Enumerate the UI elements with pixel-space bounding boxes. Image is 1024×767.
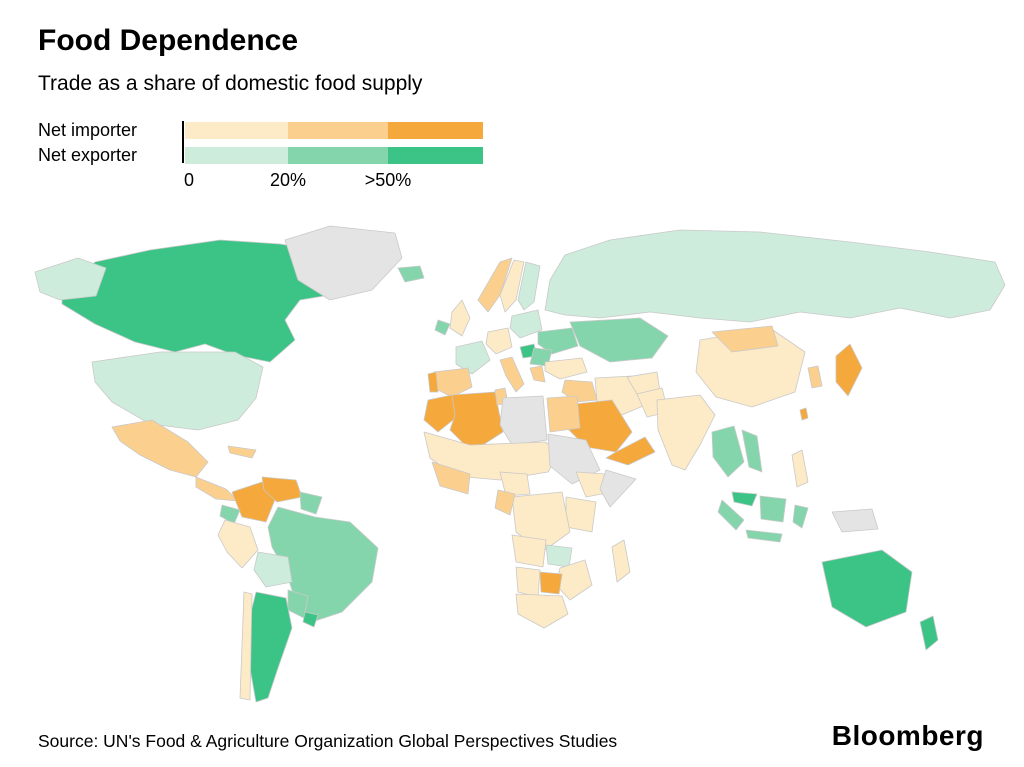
- region-kazakhstan: [569, 317, 669, 363]
- region-ukraine: [537, 327, 579, 355]
- legend-row-exporter: Net exporter: [38, 144, 498, 166]
- region-malaysia: [731, 491, 758, 507]
- legend-bar-exporter: [185, 146, 483, 164]
- world-map: [0, 215, 1024, 735]
- region-madagascar: [611, 539, 631, 583]
- region-mongolia: [711, 325, 779, 353]
- region-libya: [499, 395, 548, 446]
- region-spain: [433, 367, 473, 398]
- region-sumatra: [717, 499, 745, 531]
- region-alaska: [34, 257, 107, 301]
- exporter-light-swatch: [185, 146, 288, 164]
- region-cuba: [227, 445, 257, 459]
- region-peru: [217, 519, 259, 569]
- region-colombia: [231, 481, 277, 523]
- scale-label-50: >50%: [364, 170, 412, 190]
- bloomberg-logo: Bloomberg: [831, 720, 984, 751]
- region-guyanas: [299, 491, 323, 515]
- region-egypt: [546, 395, 581, 433]
- legend-bar-importer: [185, 121, 483, 139]
- region-nigeria: [499, 471, 531, 497]
- region-central-america: [195, 476, 239, 502]
- region-myanmar-thailand: [711, 425, 745, 478]
- region-germany: [485, 327, 513, 355]
- region-norway: [477, 257, 513, 313]
- region-argentina: [246, 591, 293, 703]
- region-france: [455, 340, 491, 375]
- region-morocco: [423, 394, 459, 433]
- region-china: [695, 327, 806, 408]
- region-finland: [517, 261, 541, 311]
- legend-label-importer: Net importer: [38, 120, 138, 140]
- region-greenland: [284, 225, 403, 301]
- importer-light-swatch: [185, 121, 288, 139]
- region-korea: [807, 365, 823, 389]
- region-turkey: [544, 357, 588, 380]
- scale-label-20: 20%: [269, 170, 307, 190]
- region-russia: [544, 229, 1006, 323]
- region-zambia: [545, 544, 573, 568]
- legend-scale-labels: 0 20% >50%: [183, 170, 498, 196]
- region-taiwan: [799, 407, 809, 421]
- exporter-medium-swatch: [288, 146, 388, 164]
- region-java: [745, 529, 783, 543]
- region-yemen-oman: [605, 436, 656, 466]
- region-new-zealand: [919, 615, 939, 651]
- region-botswana: [539, 571, 563, 595]
- legend: Net importer Net exporter 0 20% >50%: [38, 119, 498, 196]
- region-venezuela: [261, 476, 303, 503]
- region-south-africa: [515, 593, 569, 629]
- region-uk: [449, 299, 471, 337]
- legend-row-importer: Net importer: [38, 119, 498, 141]
- region-vietnam: [741, 429, 763, 473]
- region-sulawesi: [792, 504, 809, 529]
- region-japan: [835, 343, 863, 397]
- region-poland-baltics: [509, 309, 543, 339]
- region-greece: [529, 365, 546, 383]
- region-canada: [61, 239, 346, 363]
- exporter-strong-swatch: [388, 146, 483, 164]
- region-somalia: [599, 469, 637, 508]
- region-australia: [821, 549, 913, 628]
- region-portugal: [427, 371, 439, 393]
- region-sweden: [499, 259, 525, 313]
- importer-medium-swatch: [288, 121, 388, 139]
- scale-label-0: 0: [183, 170, 195, 190]
- region-new-guinea: [831, 508, 879, 533]
- region-philippines: [791, 449, 809, 488]
- chart-subtitle: Trade as a share of domestic food supply: [38, 72, 423, 95]
- region-west-africa-coast: [431, 461, 471, 495]
- source-credit: Source: UN's Food & Agriculture Organiza…: [38, 731, 618, 751]
- region-uruguay: [302, 611, 319, 628]
- region-borneo: [759, 495, 787, 523]
- region-usa: [91, 351, 264, 431]
- region-namibia: [515, 566, 541, 598]
- legend-label-exporter: Net exporter: [38, 145, 138, 165]
- region-kenya-tanzania: [565, 496, 597, 533]
- region-india: [656, 394, 716, 471]
- region-ireland: [434, 319, 451, 336]
- legend-axis-line: [182, 121, 184, 163]
- region-bolivia: [253, 551, 293, 588]
- region-iceland: [397, 265, 425, 283]
- region-congo-gabon: [494, 489, 516, 516]
- region-angola: [511, 534, 547, 568]
- importer-strong-swatch: [388, 121, 483, 139]
- region-italy: [499, 356, 525, 393]
- page-title: Food Dependence: [38, 24, 299, 57]
- region-chile: [239, 591, 253, 701]
